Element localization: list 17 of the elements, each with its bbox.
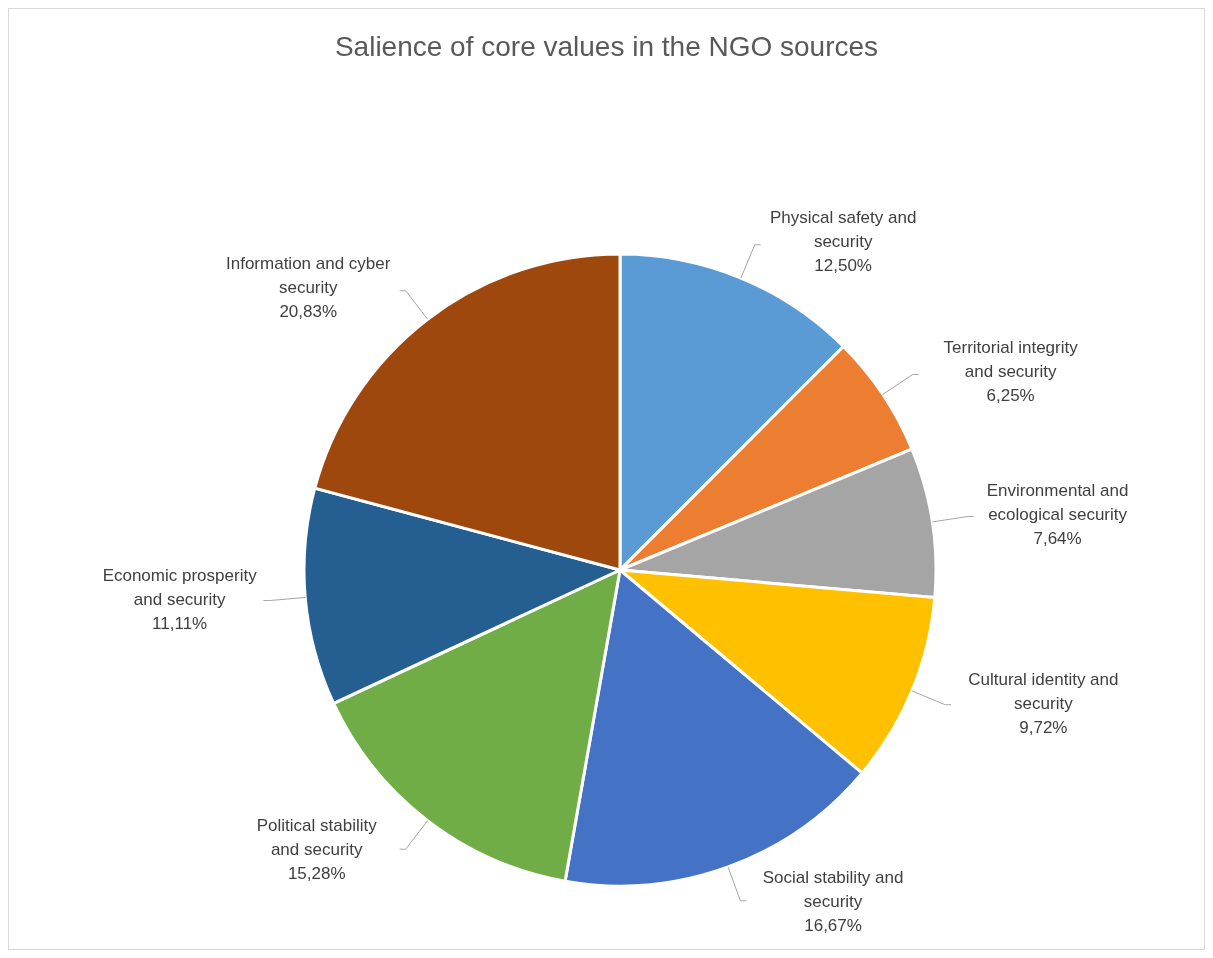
data-label: 15,28% (287, 864, 346, 884)
slice-label: Physical safety and security (769, 208, 917, 252)
slice-label: Political stability and security (256, 816, 378, 860)
data-label: 20,83% (279, 302, 338, 322)
chart-title: Salience of core values in the NGO sources (333, 31, 880, 63)
slice-label: Social stability and security (762, 868, 904, 912)
data-label: 9,72% (1019, 718, 1068, 738)
data-label: 16,67% (804, 916, 862, 936)
data-label: 11,11% (152, 614, 208, 634)
slice-label: Territorial integrity and security (943, 338, 1079, 382)
data-label: 12,50% (814, 256, 873, 276)
slice-label: Cultural identity and security (968, 670, 1119, 714)
slice-label: Information and cyber security (226, 254, 391, 298)
data-label: 6,25% (986, 386, 1035, 406)
slice-label: Economic prosperity and security (102, 566, 258, 610)
slice-label: Environmental and ecological security (986, 481, 1129, 525)
data-label: 7,64% (1033, 529, 1082, 549)
